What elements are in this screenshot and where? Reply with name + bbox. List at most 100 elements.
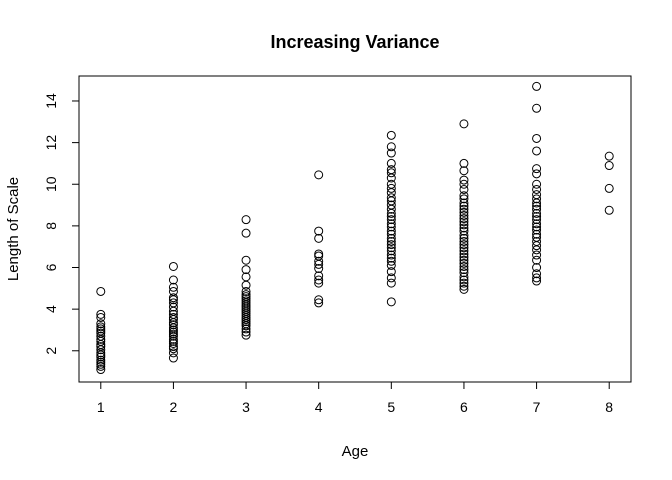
data-point (386, 204, 396, 214)
data-point (241, 265, 251, 275)
x-tick-label: 3 (242, 399, 250, 415)
data-point (532, 81, 542, 91)
data-point (459, 184, 469, 194)
data-point (168, 331, 178, 341)
data-point (168, 320, 178, 330)
data-point (459, 278, 469, 288)
data-point (459, 284, 469, 294)
data-point (604, 161, 614, 171)
data-point (459, 226, 469, 236)
data-point (386, 278, 396, 288)
data-point (532, 276, 542, 286)
data-point (532, 212, 542, 222)
data-point (386, 173, 396, 183)
data-point (532, 164, 542, 174)
data-point (386, 250, 396, 260)
data-point (386, 219, 396, 229)
data-point (532, 133, 542, 143)
data-point (459, 217, 469, 227)
data-point (168, 293, 178, 303)
data-point (459, 268, 469, 278)
data-point (532, 250, 542, 260)
data-point (459, 198, 469, 208)
data-point (386, 229, 396, 239)
data-point (459, 175, 469, 185)
data-point (96, 322, 106, 332)
data-point (168, 318, 178, 328)
data-point (314, 275, 324, 285)
data-point (168, 312, 178, 322)
data-point (241, 315, 251, 325)
data-point (386, 253, 396, 263)
data-point (314, 226, 324, 236)
data-point (459, 214, 469, 224)
data-point (96, 319, 106, 329)
data-point (386, 236, 396, 246)
data-point (459, 201, 469, 211)
data-point (532, 201, 542, 211)
y-tick-label: 10 (43, 176, 59, 192)
data-point (532, 255, 542, 265)
data-point (386, 212, 396, 222)
data-point (96, 357, 106, 367)
data-point (168, 344, 178, 354)
data-point (241, 321, 251, 331)
x-tick-label: 1 (97, 399, 105, 415)
data-point (241, 324, 251, 334)
data-point (459, 249, 469, 259)
data-point (168, 282, 178, 292)
data-point (386, 273, 396, 283)
y-tick-label: 2 (43, 347, 59, 355)
data-point (386, 130, 396, 140)
data-point (386, 246, 396, 256)
data-point (386, 158, 396, 168)
data-point (532, 169, 542, 179)
data-point (459, 255, 469, 265)
x-tick-label: 2 (170, 399, 178, 415)
y-tick-label: 12 (43, 135, 59, 151)
data-point (96, 365, 106, 375)
data-point (386, 297, 396, 307)
data-point (168, 327, 178, 337)
data-point (241, 280, 251, 290)
data-point (96, 345, 106, 355)
data-point (459, 191, 469, 201)
data-point (386, 222, 396, 232)
data-point (459, 119, 469, 129)
data-point (168, 336, 178, 346)
data-point (96, 359, 106, 369)
data-point (386, 256, 396, 266)
data-point (386, 243, 396, 253)
x-axis: 1 2 3 4 5 6 7 8 (97, 381, 613, 415)
data-point (532, 194, 542, 204)
data-point (459, 194, 469, 204)
x-axis-label: Age (342, 443, 369, 460)
data-point (532, 204, 542, 214)
data-point (386, 208, 396, 218)
data-point (168, 295, 178, 305)
data-point (168, 329, 178, 339)
data-point (241, 215, 251, 225)
data-point (532, 103, 542, 113)
data-point (459, 233, 469, 243)
data-point (314, 170, 324, 180)
data-point (241, 286, 251, 296)
data-point (241, 327, 251, 337)
data-point (386, 240, 396, 250)
data-point (168, 261, 178, 271)
data-point (459, 166, 469, 176)
data-point (386, 215, 396, 225)
data-points (96, 81, 614, 375)
data-point (168, 275, 178, 285)
data-point (314, 256, 324, 266)
y-tick-label: 4 (43, 305, 59, 313)
data-point (96, 352, 106, 362)
data-point (459, 258, 469, 268)
data-point (532, 273, 542, 283)
data-point (532, 225, 542, 235)
data-point (459, 240, 469, 250)
data-point (241, 255, 251, 265)
data-point (96, 286, 106, 296)
data-point (314, 298, 324, 308)
data-point (459, 204, 469, 214)
